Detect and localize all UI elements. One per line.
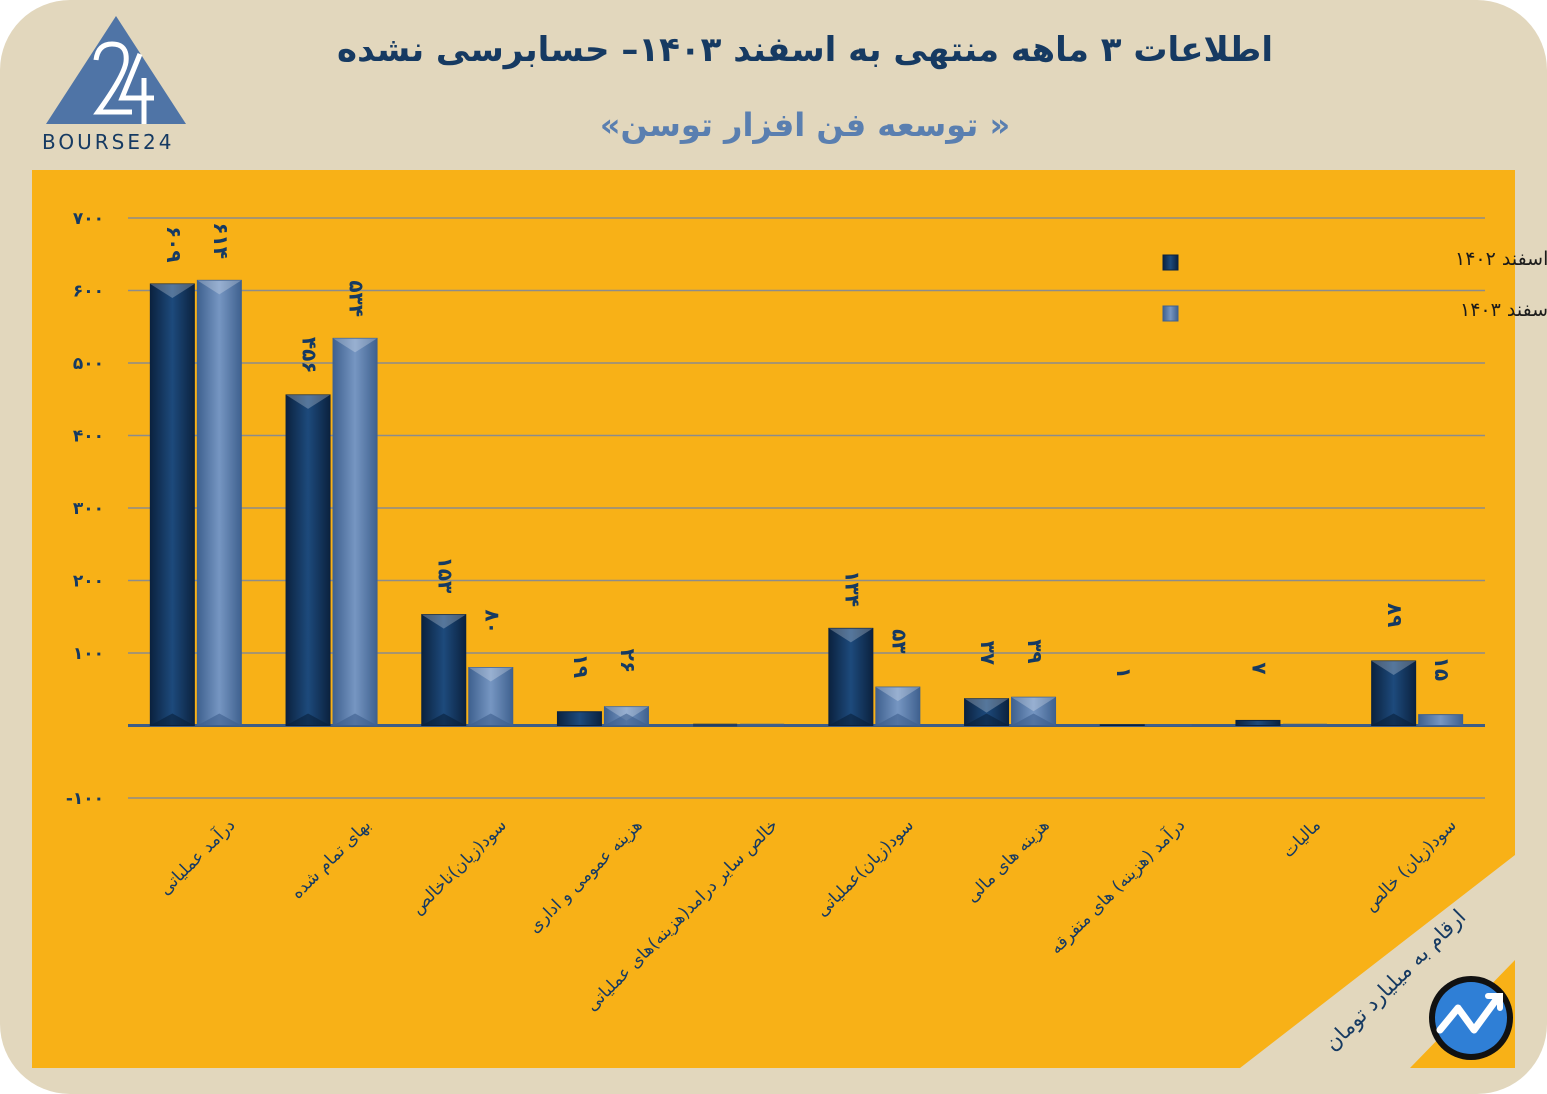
x-category-label: بهای تمام شده xyxy=(287,815,375,903)
bar-1403 xyxy=(1418,714,1464,726)
bar-1403 xyxy=(740,723,785,727)
data-label: ۱۵۳ xyxy=(433,557,457,594)
page-subtitle: « توسعه فن افزار توسن» xyxy=(599,106,1011,144)
data-label: ۸۰ xyxy=(480,610,504,634)
y-tick-label: ۲۰۰ xyxy=(73,572,104,592)
x-category-label: درآمد عملیاتی xyxy=(154,814,239,899)
data-label: ۱ xyxy=(1112,667,1136,679)
data-label: ۳۹ xyxy=(1023,639,1047,663)
page-title: اطلاعات ۳ ماهه منتهی به اسفند ۱۴۰۳– حساب… xyxy=(337,30,1273,70)
x-category-label: هزینه عمومی و اداری xyxy=(525,815,647,937)
bar-bevel xyxy=(875,687,920,702)
y-tick-label: ۵۰۰ xyxy=(73,354,104,374)
data-label: ۵۳۴ xyxy=(345,280,369,317)
chart-panel xyxy=(32,170,1515,1068)
bar-base-bevel xyxy=(286,713,331,726)
bar-1402 xyxy=(149,283,195,726)
bar-base-bevel xyxy=(964,713,1009,726)
bar-base-bevel xyxy=(1011,713,1056,726)
logo-text: BOURSE24 xyxy=(42,130,175,154)
bar-base-bevel xyxy=(333,713,378,726)
legend-label-1403: عملکرد منتهی به اسفند ۱۴۰۳ xyxy=(1460,299,1547,321)
bar-bevel xyxy=(150,283,195,298)
bar-bevel xyxy=(333,338,378,353)
bar-1403 xyxy=(196,279,242,726)
x-category-label: مالیات xyxy=(1278,815,1325,862)
bar-1403 xyxy=(1282,723,1327,727)
legend-swatch-1403 xyxy=(1162,305,1179,322)
bar-1402 xyxy=(693,723,738,727)
data-label: ۷ xyxy=(1247,662,1271,674)
bar-1402 xyxy=(828,627,874,726)
data-label: ۱۹ xyxy=(569,654,593,678)
bar-1402 xyxy=(556,711,602,726)
bar-bevel xyxy=(964,698,1009,713)
y-tick-label: ۳۰۰ xyxy=(73,499,104,519)
legend-swatch-1402 xyxy=(1162,254,1179,271)
data-label: ۵۳ xyxy=(887,629,911,653)
bar-base-bevel xyxy=(604,713,649,726)
bar-1403 xyxy=(1146,724,1192,727)
y-tick-label: ۱۰۰ xyxy=(73,644,104,664)
bar-1402 xyxy=(1235,719,1281,726)
legend-label-1402: عملکرد منتهی به اسفند ۱۴۰۲ xyxy=(1455,248,1547,270)
bar-bevel xyxy=(468,667,513,682)
data-label: ۸۹ xyxy=(1383,603,1407,627)
bar-bevel xyxy=(1011,697,1056,712)
bar-base-bevel xyxy=(150,713,195,726)
y-tick-label: ۷۰۰ xyxy=(73,209,104,229)
x-category-label: هزینه های مالی xyxy=(962,815,1053,906)
bar-1403 xyxy=(332,337,378,726)
y-tick-label: -۱۰۰ xyxy=(66,789,104,809)
data-label: ۴۵۶ xyxy=(298,337,322,374)
data-label: ۶۰۹ xyxy=(162,226,186,263)
data-label: ۶۱۴ xyxy=(209,222,233,259)
bar-base-bevel xyxy=(875,713,920,726)
bar-1402 xyxy=(421,614,467,727)
bar-1402 xyxy=(1099,724,1145,727)
bar-bevel xyxy=(421,614,466,629)
x-category-label: درآمد (هزینه) های متفرقه xyxy=(1045,814,1189,958)
data-label: ۳۷ xyxy=(976,641,1000,665)
data-label: ۱۳۴ xyxy=(840,570,864,607)
bar-bevel xyxy=(286,394,331,409)
bar-base-bevel xyxy=(828,713,873,726)
bar-bevel xyxy=(1371,660,1416,675)
bourse24-logo-icon xyxy=(46,16,186,124)
x-category-label: سود(زیان) خالص xyxy=(1361,815,1461,915)
data-label: ۱۵ xyxy=(1430,657,1454,681)
bar-base-bevel xyxy=(1371,713,1416,726)
bar-bevel xyxy=(828,628,873,643)
bar-bevel xyxy=(197,280,242,295)
data-label: ۲۶ xyxy=(616,649,640,673)
y-tick-label: ۴۰۰ xyxy=(73,427,104,447)
bar-base-bevel xyxy=(421,713,466,726)
y-tick-label: ۶۰۰ xyxy=(73,282,104,302)
x-category-label: سود(زیان)ناخالص xyxy=(407,815,510,918)
bar-base-bevel xyxy=(197,713,242,726)
bar-1402 xyxy=(285,394,331,726)
x-category-label: سود(زیان)عملیاتی xyxy=(812,815,918,921)
bar-base-bevel xyxy=(468,713,513,726)
